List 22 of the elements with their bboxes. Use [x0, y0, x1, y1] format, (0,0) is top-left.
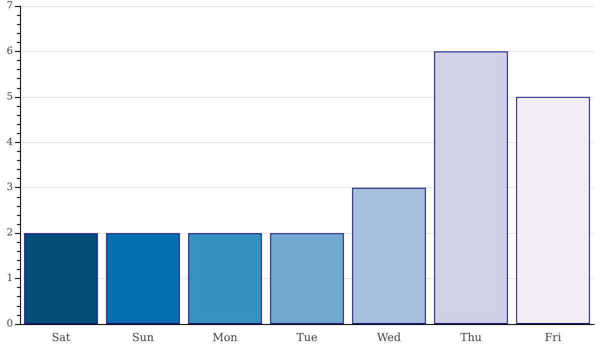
- y-tick-label: 3: [6, 182, 13, 194]
- bar: [24, 233, 98, 324]
- bar: [352, 188, 426, 324]
- y-tick-label: 0: [6, 318, 13, 330]
- x-tick-label: Wed: [377, 331, 401, 344]
- x-tick-label: Sun: [132, 331, 154, 344]
- y-tick-label: 4: [6, 136, 13, 148]
- y-tick-label: 2: [6, 228, 13, 239]
- y-tick-label: 7: [6, 0, 13, 12]
- x-tick-label: Tue: [296, 331, 318, 344]
- bar: [434, 51, 508, 324]
- y-tick-label: 6: [6, 46, 13, 57]
- x-tick-label: Fri: [544, 331, 562, 344]
- bar: [106, 233, 180, 324]
- bar: [516, 96, 590, 324]
- x-tick-label: Sat: [52, 331, 71, 344]
- bar: [188, 233, 262, 324]
- y-tick-label: 5: [6, 91, 13, 102]
- x-tick-label: Thu: [460, 331, 482, 344]
- bar: [270, 233, 344, 324]
- x-tick-label: Mon: [212, 331, 238, 344]
- y-tick-label: 1: [6, 273, 13, 284]
